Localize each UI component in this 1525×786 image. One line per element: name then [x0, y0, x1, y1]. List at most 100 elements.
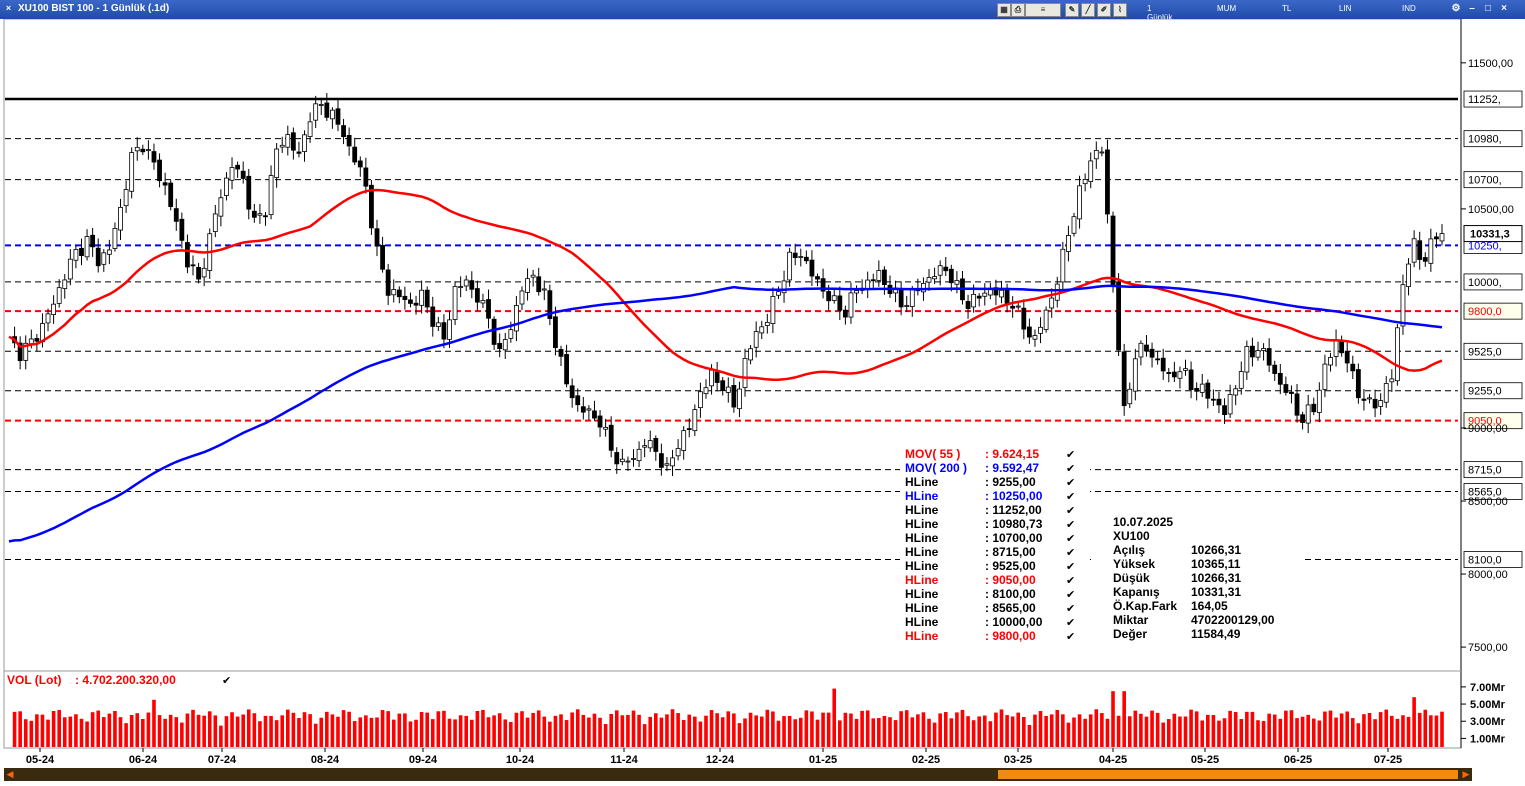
- volume-bar: [609, 714, 613, 747]
- candle-body: [898, 288, 904, 308]
- volume-bar: [960, 709, 965, 747]
- volume-bar: [202, 715, 206, 747]
- candle-body: [1082, 179, 1088, 185]
- info-value: 4702200129,00: [1191, 613, 1275, 627]
- candle-body: [1406, 263, 1411, 287]
- hline-label: 8715,0: [1468, 465, 1502, 477]
- volume-bar: [224, 716, 229, 747]
- candle-body: [1188, 369, 1194, 390]
- hline-label: 9525,0: [1468, 346, 1502, 358]
- scroll-left-icon[interactable]: ◀: [6, 769, 14, 779]
- scale-label[interactable]: LIN: [1339, 4, 1352, 13]
- candle-body: [882, 269, 887, 286]
- candle-body: [34, 338, 40, 342]
- volume-bar: [815, 719, 820, 747]
- volume-bar: [1189, 709, 1193, 747]
- volume-bar: [219, 725, 223, 747]
- candle-body: [413, 302, 419, 306]
- volume-bar: [1345, 711, 1350, 747]
- print-icon[interactable]: ⎙: [1011, 3, 1025, 17]
- volume-bar: [297, 718, 301, 747]
- candle-body: [580, 406, 586, 413]
- chart-type-label[interactable]: MUM: [1217, 4, 1237, 13]
- candle-body: [904, 305, 910, 307]
- x-tick-label: 09-24: [409, 754, 438, 766]
- candle-body: [1171, 371, 1177, 378]
- candle-body: [842, 309, 848, 318]
- candle-body: [1105, 149, 1110, 215]
- candle-body: [290, 132, 296, 151]
- volume-bar: [681, 719, 686, 747]
- candle-body: [330, 109, 335, 120]
- volume-bar: [804, 710, 809, 747]
- candlestick-series: [12, 93, 1445, 477]
- volume-bar: [1133, 710, 1138, 747]
- pen-icon[interactable]: ✐: [1097, 3, 1111, 17]
- volume-bar: [230, 712, 234, 747]
- candle-body: [820, 278, 826, 292]
- currency-label[interactable]: TL: [1282, 4, 1292, 13]
- volume-bar: [453, 719, 457, 747]
- indicator-label[interactable]: IND: [1402, 4, 1416, 13]
- volume-bar: [631, 710, 636, 747]
- hline-legend-value: : 8715,00: [985, 545, 1036, 559]
- candle-body: [430, 306, 436, 327]
- chart-icon[interactable]: ▦: [997, 3, 1011, 17]
- volume-bar: [85, 721, 89, 747]
- volume-bar: [1384, 709, 1389, 747]
- maximize-icon[interactable]: □: [1484, 3, 1492, 14]
- candle-body: [363, 167, 369, 187]
- candle-body: [1339, 340, 1345, 354]
- hline-legend-name: HLine: [905, 531, 939, 545]
- candle-body: [352, 146, 358, 163]
- volume-bar: [347, 711, 351, 747]
- volume-bar: [1245, 711, 1249, 747]
- mov55-name: MOV( 55 ): [905, 447, 960, 461]
- candle-body: [764, 321, 770, 326]
- volume-bar: [1005, 715, 1009, 747]
- scroll-right-icon[interactable]: ▶: [1462, 769, 1470, 779]
- volume-bar: [1022, 717, 1026, 747]
- volume-bar: [882, 715, 887, 747]
- candle-body: [1322, 363, 1328, 390]
- check-icon: ✔: [1066, 547, 1075, 559]
- horizontal-scrollbar[interactable]: ◀ ▶: [4, 768, 1472, 781]
- window-close-icon[interactable]: ×: [1501, 3, 1507, 14]
- volume-bar: [548, 721, 552, 747]
- volume-bar: [1378, 712, 1383, 747]
- price-axis: 11252, 10980, 10700, 10250, 10000, 9800,0 9525…: [1461, 58, 1523, 654]
- line-icon[interactable]: ╱: [1081, 3, 1095, 17]
- volume-bar: [135, 713, 140, 747]
- volume-bar: [18, 711, 22, 747]
- close-icon[interactable]: ×: [5, 3, 12, 13]
- candle-body: [1344, 351, 1350, 364]
- hline-legend-name: HLine: [905, 489, 939, 503]
- hline-legend-name: HLine: [905, 601, 939, 615]
- ruler-icon[interactable]: ⌇: [1113, 3, 1127, 17]
- period-label[interactable]: 1 Günlük: [1147, 4, 1173, 22]
- y-tick-label: 9000,00: [1468, 423, 1508, 435]
- candle-body: [185, 242, 190, 268]
- settings-icon[interactable]: ⚙: [1451, 3, 1461, 14]
- candle-body: [45, 313, 51, 324]
- candle-body: [324, 102, 330, 118]
- template-icon[interactable]: ≡: [1025, 3, 1061, 17]
- draw-icon[interactable]: ✎: [1065, 3, 1079, 17]
- price-chart[interactable]: 11252, 10980, 10700, 10250, 10000, 9800,0 9525…: [0, 19, 1525, 768]
- volume-bar: [380, 710, 385, 747]
- candle-body: [1199, 383, 1205, 393]
- candle-body: [1166, 372, 1172, 374]
- volume-bar: [860, 710, 864, 747]
- candle-body: [1355, 369, 1361, 399]
- minimize-icon[interactable]: –: [1469, 3, 1475, 14]
- candle-body: [240, 170, 246, 179]
- candle-body: [1277, 372, 1283, 385]
- scrollbar-thumb[interactable]: [998, 770, 1458, 779]
- volume-bar: [1395, 718, 1400, 747]
- candle-body: [419, 289, 425, 306]
- hline-label-box: [1463, 551, 1523, 568]
- candle-body: [435, 322, 441, 327]
- candle-body: [391, 289, 397, 296]
- candle-body: [224, 177, 229, 196]
- vol-tick-label: 1.00Mr: [1470, 733, 1506, 745]
